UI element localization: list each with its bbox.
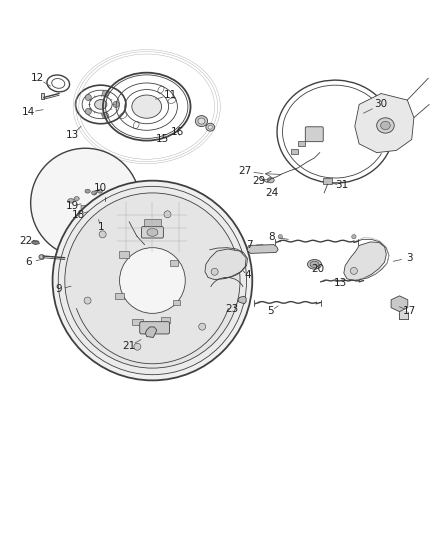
Ellipse shape [310,261,319,268]
Ellipse shape [92,201,118,222]
Text: 1: 1 [97,222,104,232]
Ellipse shape [206,123,215,131]
Text: 11: 11 [164,90,177,100]
FancyBboxPatch shape [140,322,170,334]
Ellipse shape [97,189,102,193]
Circle shape [99,231,106,238]
FancyBboxPatch shape [305,127,323,142]
Circle shape [134,343,141,350]
Polygon shape [32,240,39,245]
Ellipse shape [307,260,321,269]
Circle shape [53,181,252,381]
Text: 22: 22 [20,236,33,246]
Bar [291,149,298,155]
Text: 13: 13 [334,278,347,288]
Circle shape [350,268,357,274]
Text: 23: 23 [226,304,239,314]
Text: 29: 29 [252,176,265,186]
Bar [115,293,124,299]
Bar [173,300,180,305]
Ellipse shape [67,199,74,203]
Circle shape [58,187,247,375]
Text: 9: 9 [56,284,63,294]
Ellipse shape [95,100,107,109]
Text: 8: 8 [268,232,275,242]
Ellipse shape [92,191,97,195]
Bar [323,178,332,184]
Ellipse shape [377,118,394,133]
Text: 20: 20 [311,264,324,273]
Text: 16: 16 [171,127,184,136]
Circle shape [84,297,91,304]
Polygon shape [205,249,246,280]
Circle shape [31,148,140,258]
Ellipse shape [95,204,115,220]
Ellipse shape [39,255,44,259]
Ellipse shape [74,197,79,200]
Bar [131,319,142,326]
Ellipse shape [195,116,208,126]
Text: 19: 19 [66,201,79,211]
Bar [298,141,305,147]
Circle shape [214,257,221,264]
Text: 30: 30 [374,100,388,109]
Circle shape [113,101,119,108]
Circle shape [102,112,109,119]
Bar [170,260,178,265]
FancyBboxPatch shape [141,227,163,238]
Text: 4: 4 [244,270,251,280]
Text: 7: 7 [246,240,253,251]
Circle shape [85,94,92,101]
Circle shape [211,268,218,275]
Circle shape [352,235,356,239]
Text: 18: 18 [72,210,85,220]
Bar [119,251,129,257]
Ellipse shape [132,95,162,118]
Text: 14: 14 [22,107,35,117]
Text: 24: 24 [265,188,278,198]
Circle shape [85,108,92,115]
Text: 12: 12 [31,73,44,83]
Bar [161,317,170,322]
Circle shape [199,323,206,330]
Circle shape [120,248,185,313]
Text: 31: 31 [335,181,348,190]
Polygon shape [355,93,414,152]
Circle shape [164,211,171,218]
Text: 21: 21 [123,341,136,351]
Text: 5: 5 [267,306,274,316]
Polygon shape [344,242,386,280]
Polygon shape [247,245,278,253]
Ellipse shape [198,118,205,124]
Circle shape [102,90,109,96]
Ellipse shape [381,122,390,130]
Bar [144,219,161,226]
Ellipse shape [85,189,90,193]
Polygon shape [238,296,246,304]
Ellipse shape [267,177,274,183]
Polygon shape [41,93,44,99]
Ellipse shape [147,229,158,236]
Text: 13: 13 [66,130,79,140]
Polygon shape [145,327,157,337]
Text: 27: 27 [239,166,252,176]
Polygon shape [391,296,408,312]
Text: 17: 17 [403,306,416,316]
Ellipse shape [208,125,212,129]
Circle shape [65,193,240,368]
Polygon shape [81,205,88,211]
Text: 15: 15 [155,134,169,144]
Text: 10: 10 [94,183,107,192]
Text: 6: 6 [25,257,32,267]
Circle shape [278,235,283,239]
Text: 3: 3 [406,253,413,263]
